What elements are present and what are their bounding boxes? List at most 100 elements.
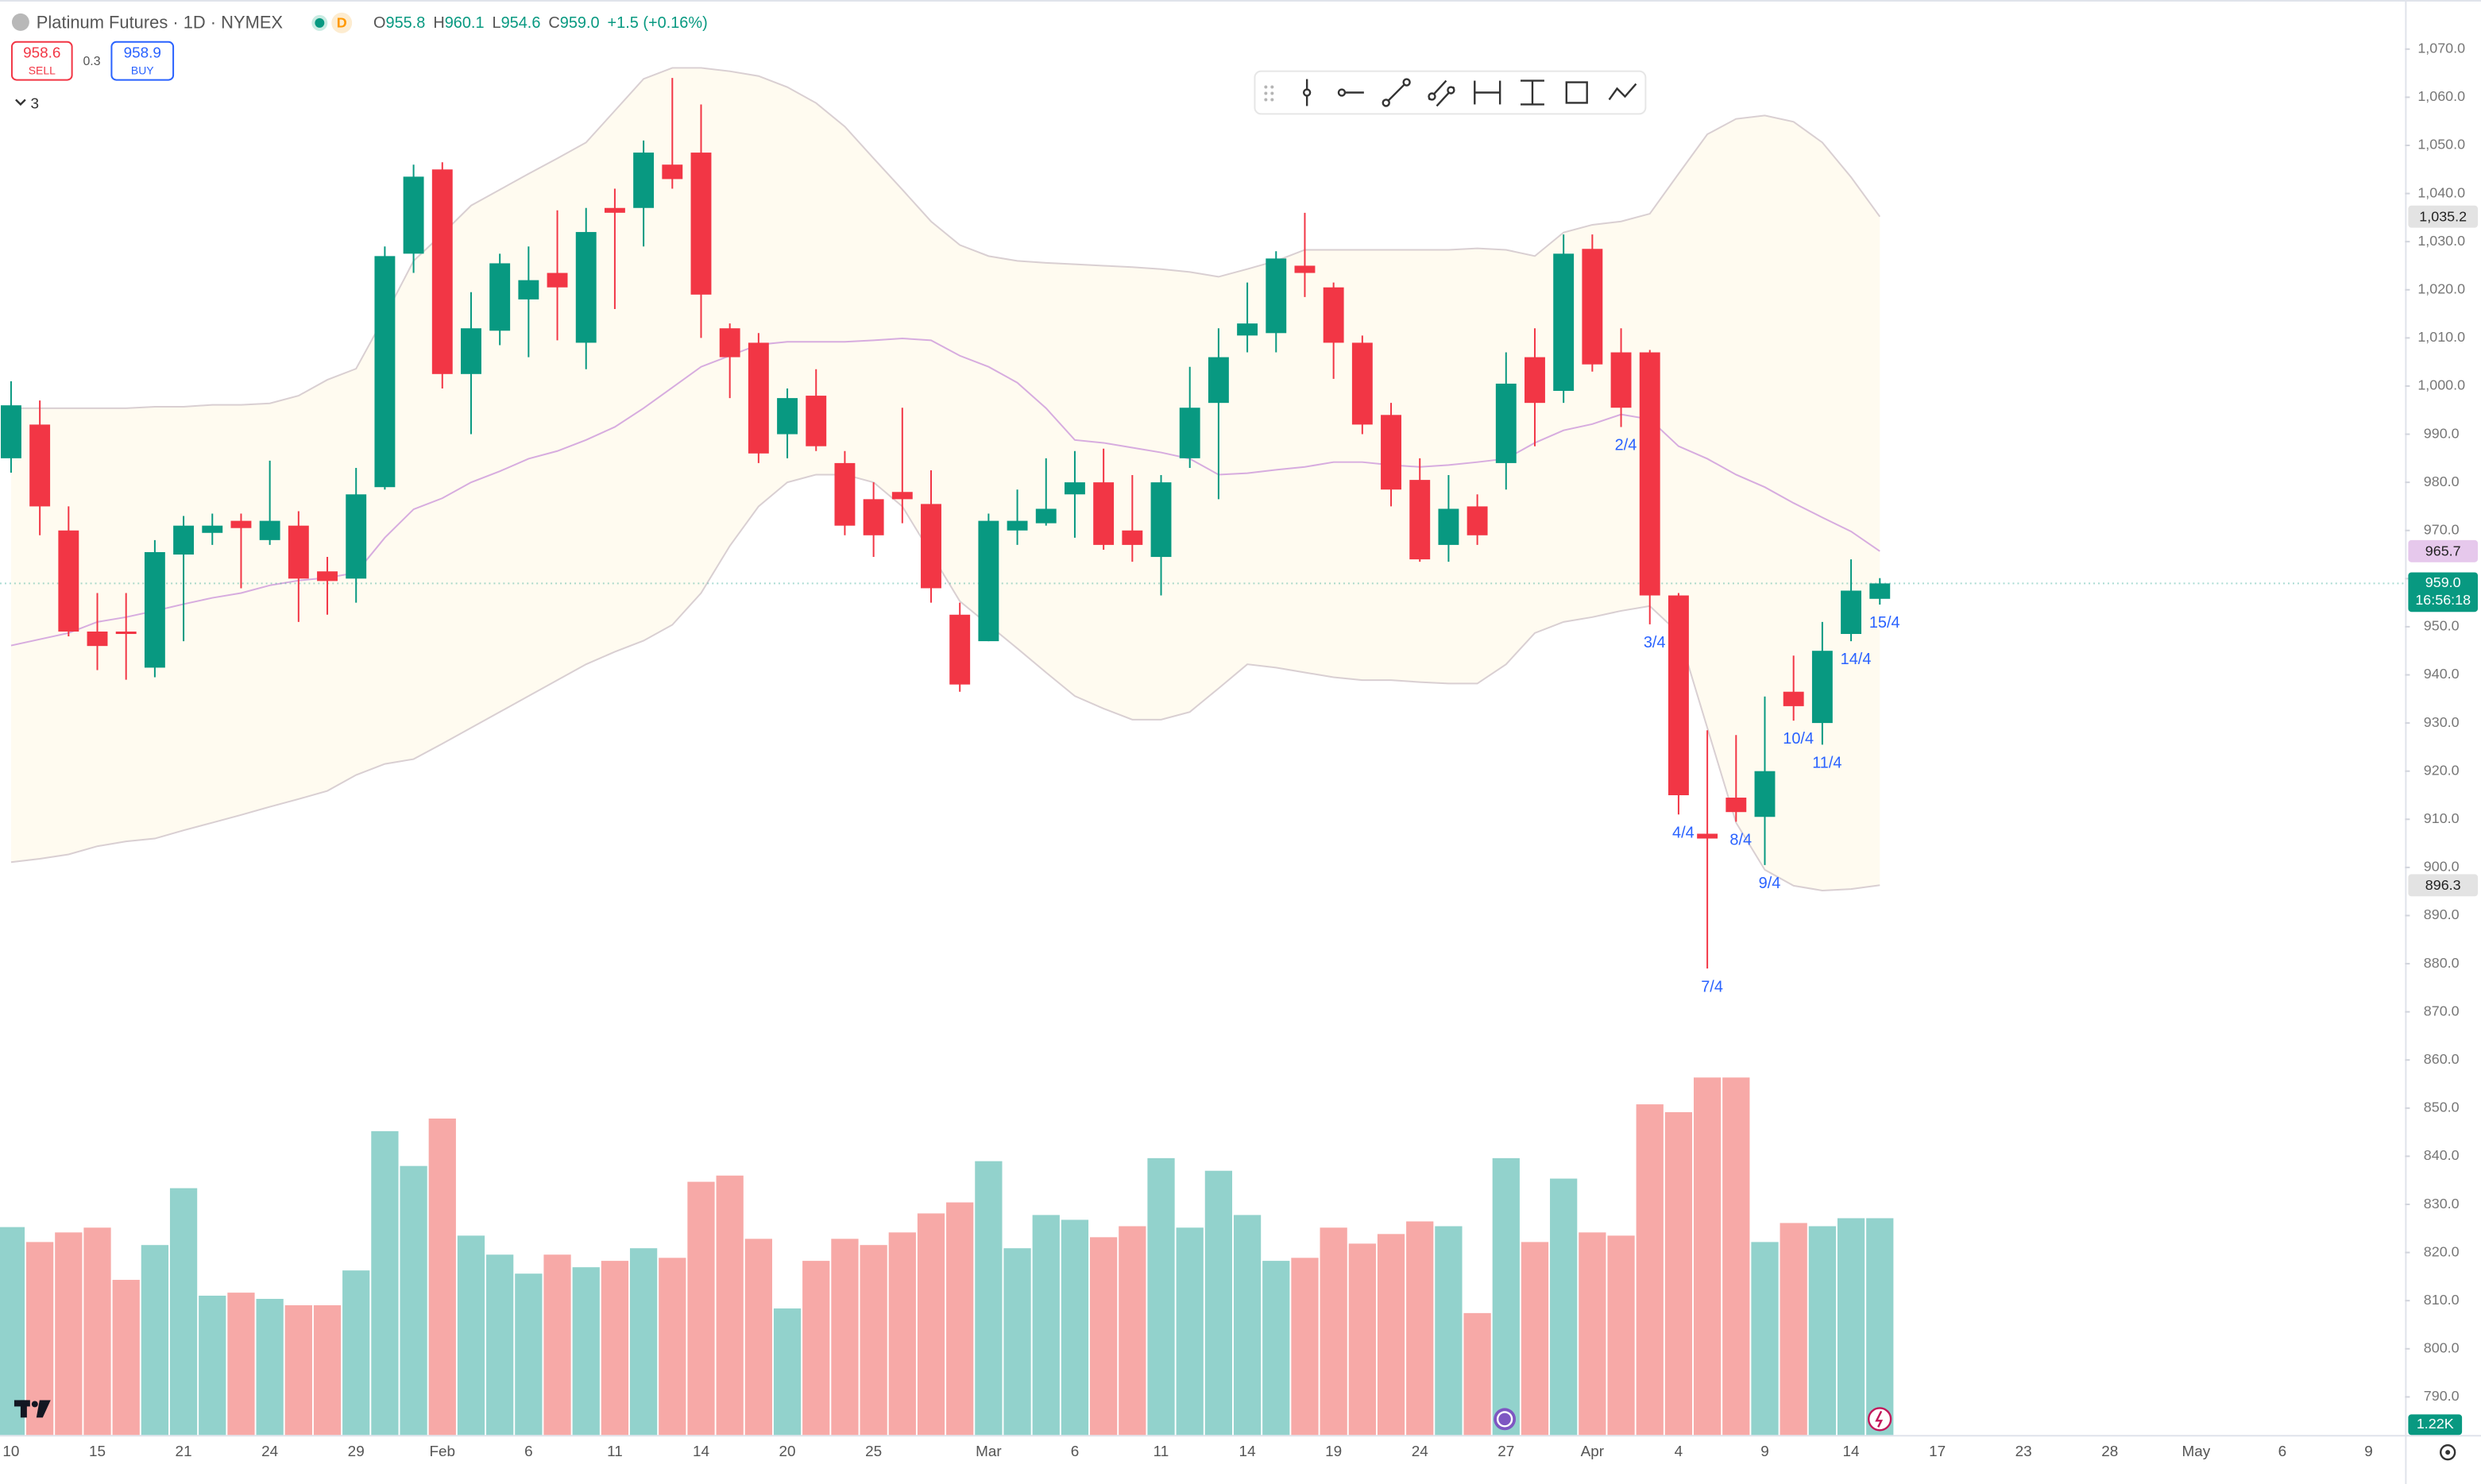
- x-tick-label: 6: [1071, 1443, 1080, 1460]
- volume-bar: [486, 1254, 514, 1436]
- candle-body: [403, 176, 424, 254]
- candle-body: [1841, 590, 1862, 635]
- candle-body: [58, 530, 79, 632]
- candle-body: [87, 631, 108, 647]
- candle-body: [1869, 583, 1891, 599]
- candle-body: [1525, 357, 1545, 404]
- tool-vertical-line[interactable]: [1302, 79, 1312, 106]
- y-tick-label: 860.0: [2424, 1051, 2460, 1067]
- volume-bar: [1693, 1077, 1722, 1436]
- candle-body: [518, 280, 539, 300]
- candle-body: [144, 551, 165, 668]
- indicators-toggle[interactable]: [9, 91, 48, 116]
- candle-body: [431, 169, 453, 374]
- last-volume-label: 1.22K: [2417, 1416, 2454, 1432]
- x-tick-label: 14: [1843, 1443, 1860, 1460]
- candle-body: [1582, 249, 1603, 365]
- dividend-icon[interactable]: [1868, 1407, 1892, 1432]
- volume-bar: [428, 1118, 456, 1436]
- candle-body: [1208, 357, 1229, 404]
- volume-bar: [342, 1270, 370, 1436]
- volume-bar: [888, 1232, 916, 1436]
- volume-bar: [284, 1305, 312, 1436]
- volume-bar: [141, 1245, 169, 1436]
- tool-path[interactable]: [1608, 83, 1637, 101]
- event-icon[interactable]: [1494, 1408, 1517, 1431]
- last-price-bg: [2408, 572, 2479, 613]
- volume-bar: [1032, 1215, 1060, 1436]
- y-tick-label: 820.0: [2424, 1243, 2460, 1259]
- candle-body: [230, 520, 252, 528]
- candle-body: [1007, 520, 1028, 531]
- volume-bar: [1348, 1243, 1376, 1436]
- symbol-title[interactable]: Platinum Futures · 1D · NYMEX: [37, 13, 284, 33]
- ohlc-value: 954.6: [501, 14, 541, 32]
- volume-bar: [199, 1295, 226, 1436]
- candle-body: [1266, 258, 1287, 334]
- volume-bar: [1751, 1242, 1779, 1436]
- candle-body: [891, 492, 913, 500]
- drawing-toolbar: [1254, 70, 1647, 115]
- tool-rectangle[interactable]: [1565, 81, 1588, 104]
- y-tick-label: 1,020.0: [2417, 281, 2465, 297]
- ohlc-key: C: [548, 14, 559, 32]
- y-tick-label: 1,050.0: [2417, 137, 2465, 153]
- y-tick-label: 840.0: [2424, 1147, 2460, 1163]
- volume-bar: [1176, 1227, 1204, 1436]
- volume-bar: [1377, 1234, 1405, 1436]
- candle-body: [1179, 408, 1200, 458]
- volume-bar: [1463, 1312, 1491, 1436]
- tool-price-range[interactable]: [1521, 79, 1544, 106]
- x-tick-label: 11: [1154, 1443, 1169, 1460]
- x-tick-label: Feb: [429, 1443, 455, 1460]
- x-tick-label: 14: [693, 1443, 709, 1460]
- volume-bar: [975, 1161, 1003, 1436]
- candle-body: [921, 504, 941, 589]
- y-tick-label: 850.0: [2424, 1099, 2460, 1115]
- candle-date-label: 3/4: [1644, 634, 1666, 651]
- candle-body: [0, 405, 21, 458]
- volume-bar: [1233, 1215, 1262, 1436]
- volume-bar: [1090, 1237, 1118, 1436]
- volume-bar: [1808, 1226, 1836, 1436]
- x-tick-label: 23: [2015, 1443, 2032, 1460]
- volume-bar: [1636, 1104, 1664, 1436]
- tradingview-logo[interactable]: [14, 1400, 51, 1418]
- volume-bar: [1722, 1077, 1750, 1436]
- candle-body: [1697, 833, 1718, 839]
- volume-bar: [946, 1202, 974, 1436]
- candle-body: [662, 164, 683, 180]
- y-tick-label: 1,040.0: [2417, 184, 2465, 200]
- x-tick-label: 9: [1760, 1443, 1769, 1460]
- buy-label: BUY: [131, 64, 154, 76]
- candle-body: [978, 520, 999, 642]
- volume-bar: [629, 1248, 658, 1436]
- price-label: 896.3: [2425, 877, 2461, 893]
- drag-handle[interactable]: [1264, 85, 1274, 102]
- x-tick-label: Mar: [976, 1443, 1002, 1460]
- volume-bar: [1550, 1178, 1578, 1436]
- candle-date-label: 14/4: [1841, 651, 1872, 668]
- volume-bar: [1579, 1232, 1606, 1436]
- candle-body: [1323, 287, 1344, 343]
- volume-bar: [1492, 1157, 1520, 1436]
- y-tick-label: 890.0: [2424, 906, 2460, 922]
- buy-button[interactable]: [110, 41, 175, 81]
- x-tick-label: 4: [1675, 1443, 1683, 1460]
- tool-trend-line[interactable]: [1382, 78, 1411, 107]
- candle-body: [317, 571, 338, 582]
- y-tick-label: 1,060.0: [2417, 88, 2465, 104]
- candle-body: [777, 398, 798, 435]
- settings-icon[interactable]: [2440, 1444, 2456, 1461]
- candle-body: [288, 525, 309, 579]
- spread: 0.3: [83, 55, 100, 68]
- candle-body: [1409, 480, 1431, 560]
- candle-date-label: 15/4: [1869, 614, 1900, 632]
- volume-bar: [169, 1188, 198, 1436]
- sell-button[interactable]: [10, 41, 73, 81]
- tool-parallel-channel[interactable]: [1428, 79, 1455, 107]
- volume-bar: [773, 1308, 802, 1436]
- tool-horizontal-ray[interactable]: [1337, 88, 1364, 97]
- candle-body: [489, 263, 511, 331]
- tool-date-range[interactable]: [1474, 80, 1501, 105]
